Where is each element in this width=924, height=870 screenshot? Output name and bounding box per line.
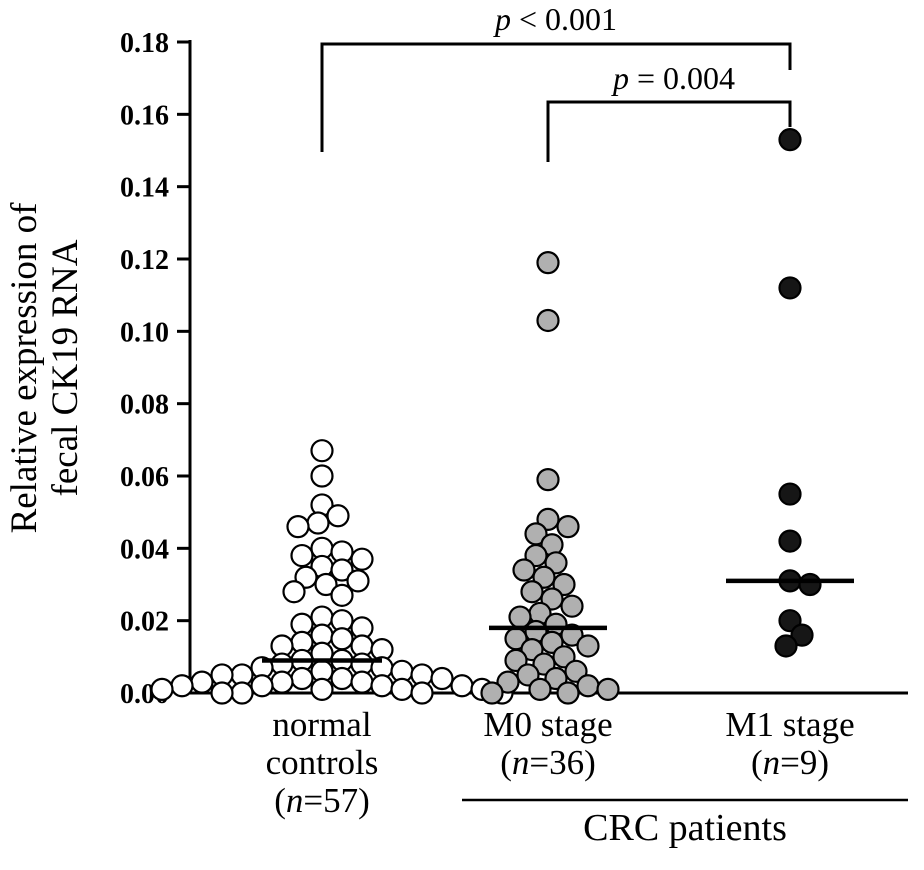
data-point-M0-stage xyxy=(512,558,536,582)
significance-bracket xyxy=(320,42,792,152)
data-point-normal-controls xyxy=(306,511,330,535)
group-label: M1 stage xyxy=(725,705,854,744)
group-n-label: (n=57) xyxy=(274,781,370,820)
data-point-normal-controls xyxy=(290,666,314,691)
data-point-normal-controls xyxy=(330,583,354,607)
data-point-normal-controls xyxy=(190,670,214,694)
data-point-normal-controls xyxy=(210,681,234,705)
group-label: normal xyxy=(272,705,371,744)
data-point-M0-stage xyxy=(576,634,600,658)
data-point-normal-controls xyxy=(330,558,354,582)
group-label: controls xyxy=(266,743,379,782)
y-tick-label: 0.02 xyxy=(120,607,169,638)
data-point-normal-controls xyxy=(310,677,334,701)
data-point-normal-controls xyxy=(430,666,454,691)
data-point-normal-controls xyxy=(314,572,338,597)
data-point-normal-controls xyxy=(270,670,294,694)
y-axis-title: Relative expression of xyxy=(4,202,45,534)
data-point-normal-controls xyxy=(370,674,394,698)
group-n-label: (n=36) xyxy=(500,743,596,782)
data-point-M1-stage xyxy=(778,276,802,300)
data-point-M0-stage xyxy=(520,580,544,604)
data-point-normal-controls xyxy=(350,670,374,694)
data-point-M0-stage xyxy=(480,681,504,705)
y-tick-label: 0.12 xyxy=(120,245,169,276)
y-tick-label: 0.08 xyxy=(120,390,169,421)
data-point-normal-controls xyxy=(326,504,350,528)
data-point-normal-controls xyxy=(282,580,306,604)
data-point-M0-stage xyxy=(496,670,520,694)
crc-patients-label: CRC patients xyxy=(583,807,787,849)
data-point-normal-controls xyxy=(310,464,334,488)
data-point-M1-stage xyxy=(774,634,798,658)
data-point-normal-controls xyxy=(290,543,314,568)
y-tick-label: 0.18 xyxy=(120,28,169,59)
data-point-M0-stage xyxy=(536,251,560,275)
data-point-normal-controls xyxy=(346,569,370,593)
data-point-normal-controls xyxy=(230,681,254,705)
y-tick-label: 0.04 xyxy=(120,534,169,565)
y-tick-label: 0.06 xyxy=(120,462,169,493)
data-point-normal-controls xyxy=(330,666,354,691)
data-point-M1-stage xyxy=(798,572,822,597)
data-point-M0-stage xyxy=(536,468,560,492)
data-point-M0-stage xyxy=(560,594,584,618)
data-point-normal-controls xyxy=(170,674,194,698)
data-point-M0-stage xyxy=(536,308,560,333)
p-value-label: p = 0.004 xyxy=(611,60,735,96)
data-point-M1-stage xyxy=(778,482,802,506)
data-point-M1-stage xyxy=(778,529,802,553)
y-tick-label: 0.16 xyxy=(120,100,169,131)
data-point-M1-stage xyxy=(790,623,814,647)
data-point-normal-controls xyxy=(330,627,354,651)
data-point-normal-controls xyxy=(286,515,310,539)
y-tick-label: 0.14 xyxy=(120,173,169,204)
data-point-M1-stage xyxy=(778,128,802,152)
data-point-M0-stage xyxy=(556,681,580,705)
p-value-label: p < 0.001 xyxy=(493,1,617,37)
data-point-M0-stage xyxy=(528,677,552,701)
group-n-label: (n=9) xyxy=(751,743,829,782)
data-point-M0-stage xyxy=(596,677,620,701)
data-point-normal-controls xyxy=(390,677,414,701)
y-tick-label: 0.10 xyxy=(120,317,169,348)
data-point-normal-controls xyxy=(310,439,334,463)
data-point-normal-controls xyxy=(410,681,434,705)
significance-bracket xyxy=(546,100,792,162)
data-point-normal-controls xyxy=(450,674,474,698)
data-point-M0-stage xyxy=(556,515,580,539)
data-point-normal-controls xyxy=(350,547,374,571)
group-label: M0 stage xyxy=(483,705,612,744)
data-point-normal-controls xyxy=(250,674,274,698)
data-point-M0-stage xyxy=(576,674,600,698)
y-axis-title: fecal CK19 RNA xyxy=(45,239,86,496)
data-point-normal-controls xyxy=(150,677,174,701)
